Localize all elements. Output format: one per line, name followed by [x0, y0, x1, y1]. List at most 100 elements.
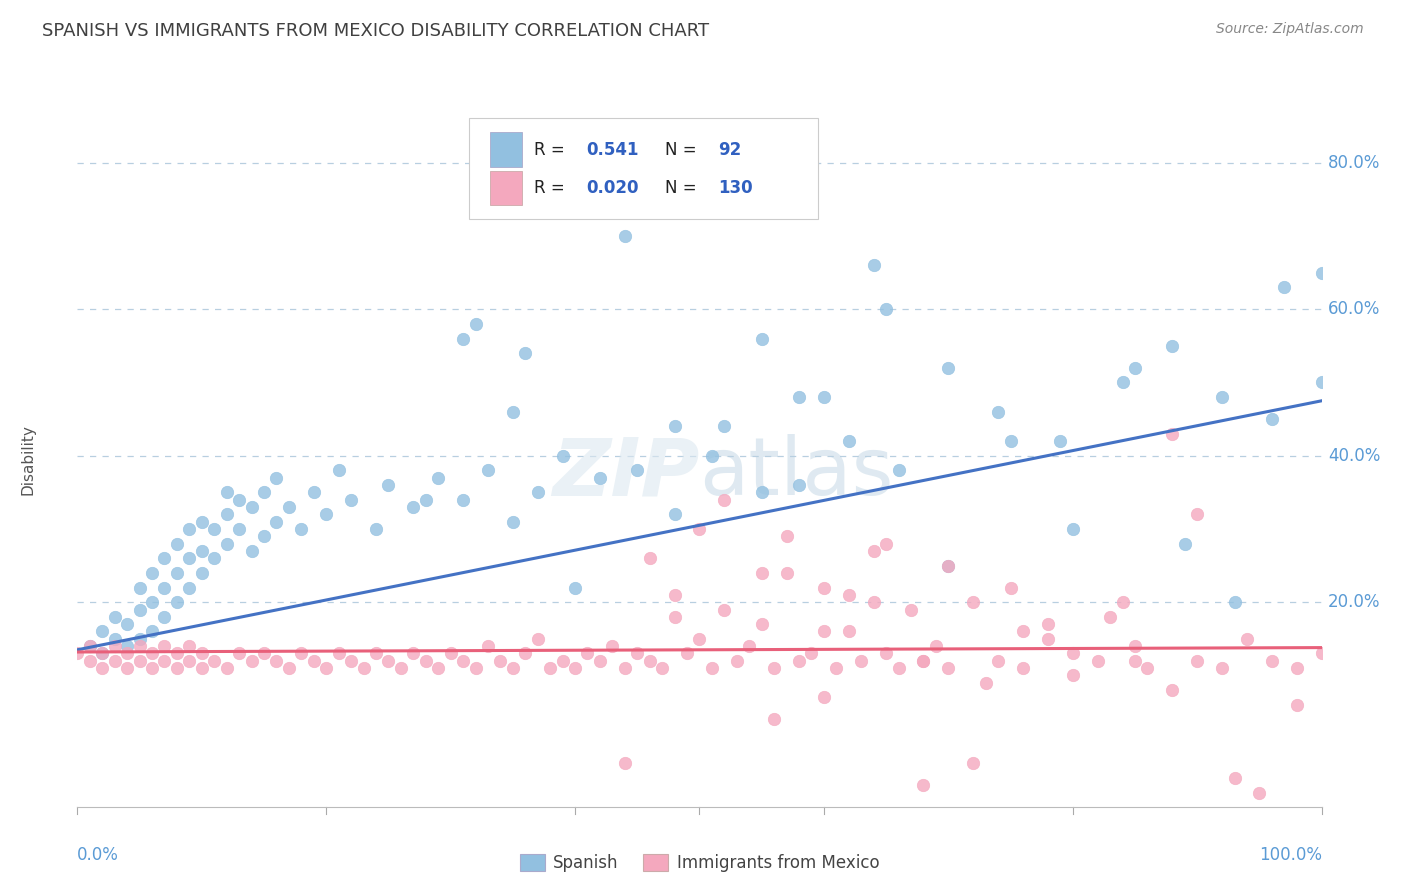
Point	[813, 624, 835, 639]
Point	[1211, 661, 1233, 675]
Point	[700, 661, 723, 675]
Point	[191, 647, 214, 661]
Point	[141, 661, 163, 675]
Point	[1161, 426, 1184, 441]
Point	[340, 654, 363, 668]
Text: 92: 92	[718, 141, 741, 159]
Point	[651, 661, 673, 675]
Point	[813, 390, 835, 404]
Text: N =: N =	[665, 179, 702, 197]
Point	[179, 654, 201, 668]
Point	[962, 595, 984, 609]
Point	[1000, 434, 1022, 448]
Point	[751, 485, 773, 500]
Point	[875, 536, 897, 550]
Point	[191, 515, 214, 529]
Point	[813, 581, 835, 595]
Point	[664, 508, 686, 522]
Point	[502, 661, 524, 675]
Point	[613, 229, 636, 244]
Point	[1049, 434, 1071, 448]
Point	[215, 661, 238, 675]
Point	[166, 647, 188, 661]
Point	[202, 551, 225, 566]
Legend: Spanish, Immigrants from Mexico: Spanish, Immigrants from Mexico	[520, 854, 879, 872]
Point	[240, 544, 263, 558]
Point	[974, 675, 997, 690]
Point	[1223, 771, 1246, 785]
Text: 60.0%: 60.0%	[1327, 301, 1381, 318]
Point	[240, 500, 263, 514]
Point	[813, 690, 835, 705]
FancyBboxPatch shape	[470, 119, 818, 219]
Point	[215, 508, 238, 522]
Point	[253, 647, 276, 661]
Point	[253, 485, 276, 500]
Point	[141, 647, 163, 661]
Text: 100.0%: 100.0%	[1258, 846, 1322, 863]
Text: 0.541: 0.541	[586, 141, 638, 159]
Point	[166, 661, 188, 675]
Point	[1123, 654, 1146, 668]
Point	[128, 581, 150, 595]
Point	[104, 639, 127, 653]
Point	[377, 654, 399, 668]
Point	[962, 756, 984, 771]
Point	[228, 647, 250, 661]
Point	[153, 654, 176, 668]
Point	[1223, 595, 1246, 609]
Point	[153, 551, 176, 566]
Point	[912, 654, 935, 668]
Point	[1123, 360, 1146, 375]
Point	[1062, 668, 1084, 682]
Point	[115, 647, 138, 661]
Point	[689, 632, 711, 646]
Point	[738, 639, 761, 653]
Point	[938, 558, 960, 573]
Point	[787, 390, 810, 404]
Point	[115, 617, 138, 632]
Point	[153, 610, 176, 624]
Point	[862, 258, 884, 272]
Point	[1136, 661, 1159, 675]
Point	[66, 647, 89, 661]
Point	[875, 302, 897, 317]
Point	[166, 566, 188, 580]
Point	[787, 654, 810, 668]
Point	[402, 500, 425, 514]
Text: Disability: Disability	[20, 424, 35, 495]
Point	[713, 419, 735, 434]
Point	[166, 536, 188, 550]
Point	[638, 654, 661, 668]
Point	[1285, 661, 1308, 675]
Point	[141, 595, 163, 609]
Point	[751, 332, 773, 346]
Point	[115, 639, 138, 653]
Point	[340, 492, 363, 507]
Point	[1000, 581, 1022, 595]
Point	[91, 647, 114, 661]
Point	[775, 566, 797, 580]
Point	[1261, 654, 1284, 668]
Point	[277, 500, 299, 514]
Point	[526, 485, 548, 500]
Point	[912, 778, 935, 792]
Point	[464, 661, 486, 675]
Point	[664, 419, 686, 434]
Point	[576, 647, 599, 661]
Point	[1211, 390, 1233, 404]
Point	[179, 581, 201, 595]
Text: R =: R =	[534, 179, 569, 197]
Point	[1012, 661, 1035, 675]
Point	[104, 632, 127, 646]
Point	[787, 478, 810, 492]
Point	[215, 485, 238, 500]
Point	[253, 529, 276, 543]
Point	[763, 712, 786, 726]
Point	[1187, 654, 1209, 668]
Point	[277, 661, 299, 675]
Point	[79, 639, 101, 653]
Point	[551, 654, 574, 668]
Text: 0.0%: 0.0%	[77, 846, 120, 863]
Point	[302, 485, 325, 500]
